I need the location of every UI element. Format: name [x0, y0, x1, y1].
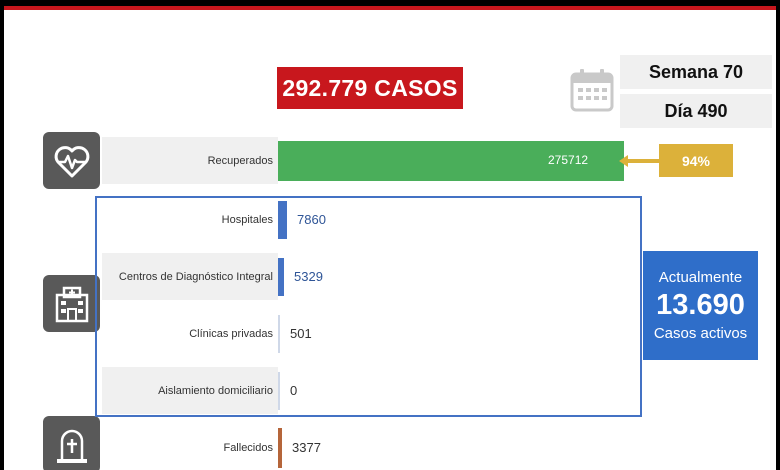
active-label-bottom: Casos activos	[653, 325, 748, 342]
bar-4	[278, 371, 280, 410]
active-cases-box: Actualmente 13.690 Casos activos	[643, 251, 758, 360]
calendar-icon	[570, 69, 614, 112]
bar-0	[278, 140, 624, 181]
active-cases-frame	[95, 196, 642, 417]
value-label-3: 501	[290, 326, 312, 341]
bar-5	[278, 427, 282, 468]
value-label-0: 275712	[548, 153, 589, 167]
row-label-deceased: Fallecidos	[102, 424, 278, 470]
hospital-icon	[43, 275, 100, 332]
row-label-hospitals: Hospitales	[102, 196, 278, 243]
active-count: 13.690	[656, 289, 745, 321]
row-label-home-isolation: Aislamiento domiciliario	[102, 367, 278, 414]
category-label: Aislamiento domiciliario	[158, 384, 273, 397]
category-label: Hospitales	[221, 213, 273, 226]
bar-3	[278, 314, 280, 353]
value-label-2: 5329	[294, 269, 323, 284]
value-label-1: 7860	[297, 212, 326, 227]
day-label: Día 490	[620, 94, 772, 128]
bar-1	[278, 200, 287, 239]
category-label: Fallecidos	[223, 441, 273, 454]
heart-pulse-icon	[43, 132, 100, 189]
row-label-private-clinics: Clínicas privadas	[102, 310, 278, 357]
category-label: Centros de Diagnóstico Integral	[118, 270, 273, 283]
arrow-icon	[619, 155, 663, 167]
category-label: Clínicas privadas	[189, 327, 273, 340]
value-label-5: 3377	[292, 440, 321, 455]
week-label: Semana 70	[620, 55, 772, 89]
category-label: Recuperados	[207, 154, 273, 167]
bar-2	[278, 257, 284, 296]
row-label-cdi: Centros de Diagnóstico Integral	[102, 253, 278, 300]
value-label-4: 0	[290, 383, 298, 398]
tombstone-icon	[43, 416, 100, 470]
active-label-top: Actualmente	[658, 269, 743, 286]
row-label-recovered: Recuperados	[102, 137, 278, 184]
total-cases-banner: 292.779 CASOS	[277, 67, 463, 109]
dashboard-panel: 292.779 CASOS Semana 70 Día 490 Recupera…	[4, 6, 776, 470]
top-bar	[4, 6, 776, 10]
recovered-percent: 94%	[659, 144, 733, 177]
